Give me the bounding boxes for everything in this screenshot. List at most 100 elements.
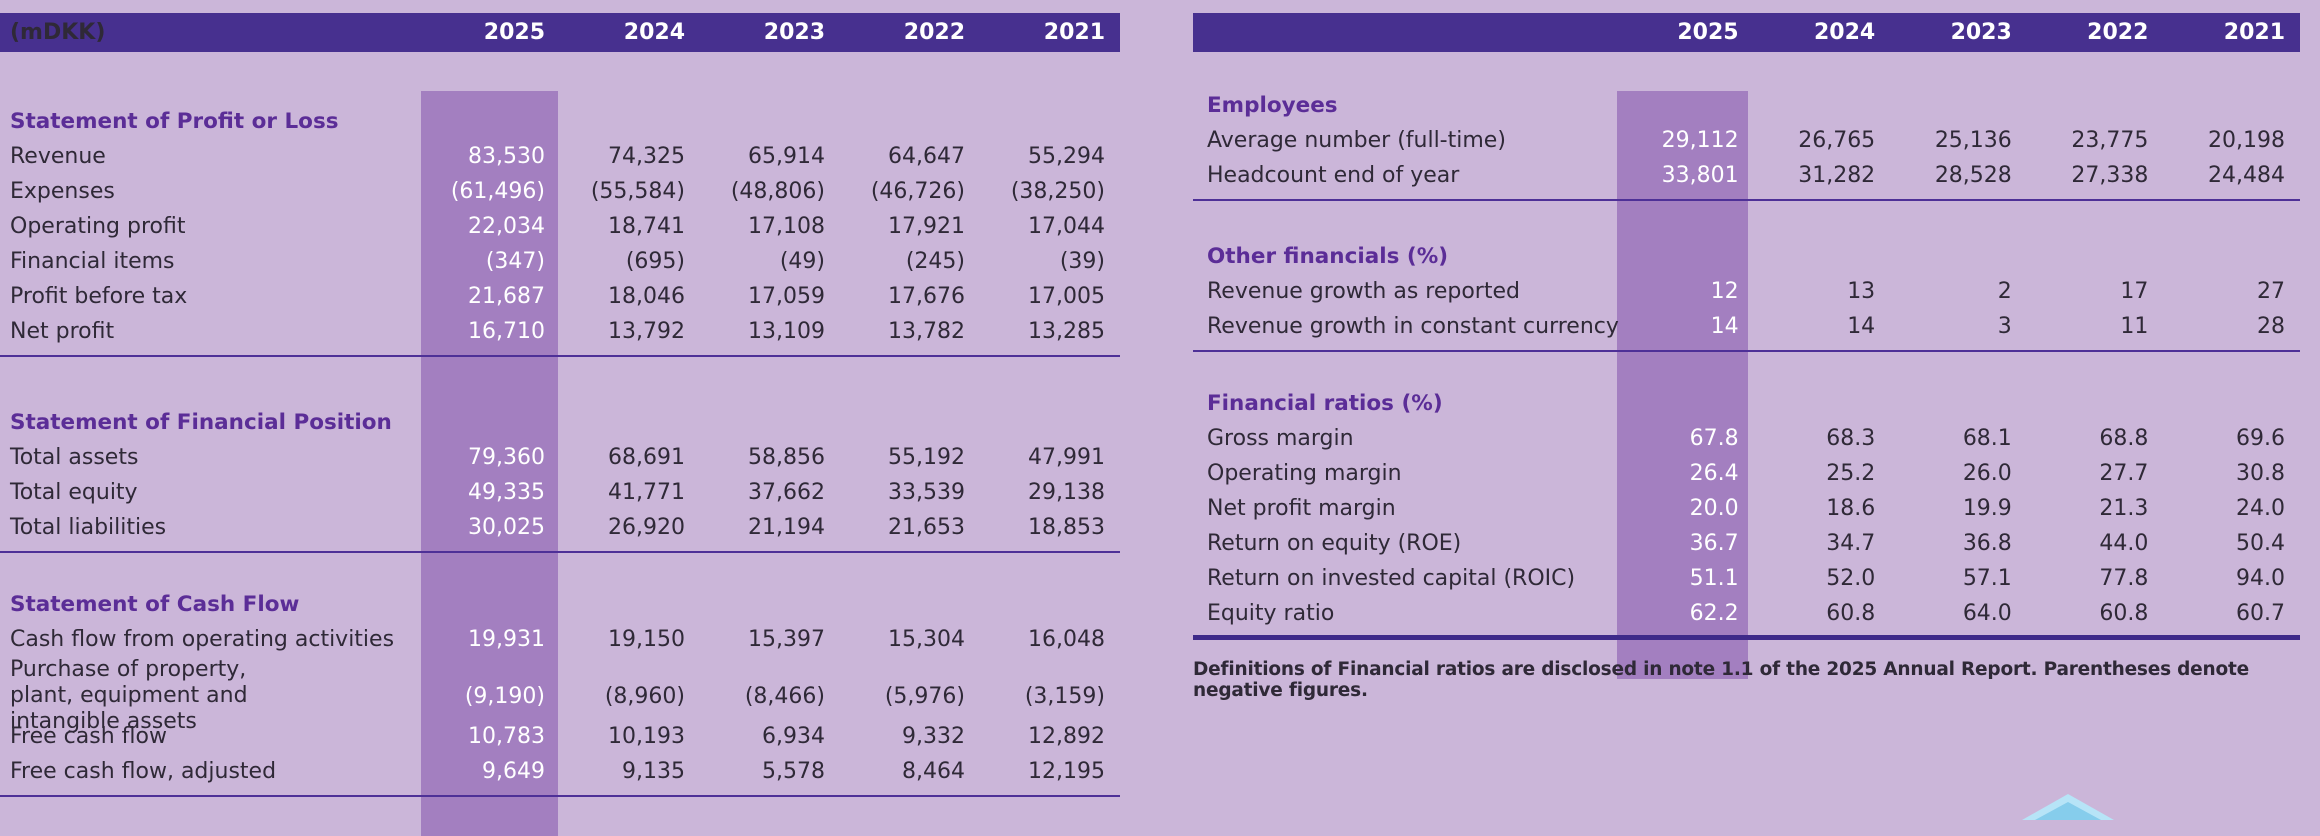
cell-2022: 27.7 — [2099, 461, 2149, 486]
row-label: Net profit margin — [1207, 496, 1396, 521]
cell-2025: 36.7 — [1689, 531, 1739, 556]
year-header-2023: 2023 — [1950, 20, 2012, 45]
cell-2021: 12,892 — [1028, 724, 1105, 749]
cell-2025: 22,034 — [468, 214, 545, 239]
table-row: Revenue 83,530 74,325 65,914 64,647 55,2… — [0, 139, 1120, 174]
cell-2024: 68.3 — [1826, 426, 1876, 451]
table-row: Gross margin 67.8 68.3 68.1 68.8 69.6 — [1193, 421, 2300, 456]
cell-2025: 10,783 — [468, 724, 545, 749]
cell-2025: 14 — [1710, 314, 1739, 339]
cell-2024: 52.0 — [1826, 566, 1876, 591]
cell-2024: 9,135 — [622, 759, 685, 784]
cell-2021: 60.7 — [2236, 601, 2285, 626]
left-table-body: Statement of Profit or Loss Revenue 83,5… — [0, 52, 1120, 836]
cell-2023: 37,662 — [748, 480, 825, 505]
cell-2025: 9,649 — [482, 759, 545, 784]
cell-2022: 60.8 — [2099, 601, 2149, 626]
section-heading-row: Statement of Financial Position — [0, 405, 1120, 440]
cell-2025: 67.8 — [1689, 426, 1739, 451]
cell-2023: 28,528 — [1934, 163, 2012, 188]
spacer — [1193, 52, 2300, 88]
cell-2021: 13,285 — [1028, 319, 1105, 344]
table-bottom-divider — [1193, 631, 2300, 647]
cell-2021: (39) — [1059, 249, 1105, 274]
cell-2021: 27 — [2257, 279, 2285, 304]
section-divider — [0, 789, 1120, 803]
row-label: Revenue growth in constant currency — [1207, 314, 1619, 339]
cell-2024: 13,792 — [608, 319, 685, 344]
cell-2023: 57.1 — [1962, 566, 2012, 591]
financial-overview-page: { "colors": { "page_background": "#cbb6d… — [0, 13, 2300, 836]
row-label: Equity ratio — [1207, 601, 1335, 626]
cell-2023: 2 — [1997, 279, 2012, 304]
cell-2022: 77.8 — [2099, 566, 2149, 591]
cell-2024: 25.2 — [1826, 461, 1876, 486]
table-row: Free cash flow 10,783 10,193 6,934 9,332… — [0, 719, 1120, 754]
row-label: Gross margin — [1207, 426, 1354, 451]
table-row: Average number (full-time) 29,112 26,765… — [1193, 123, 2300, 158]
cell-2021: 69.6 — [2236, 426, 2285, 451]
spacer — [1193, 358, 2300, 386]
cell-2021: 20,198 — [2208, 128, 2285, 153]
cell-2025: (61,496) — [450, 179, 545, 204]
cell-2022: 15,304 — [888, 627, 965, 652]
cell-2021: 94.0 — [2236, 566, 2285, 591]
cell-2024: 74,325 — [608, 144, 685, 169]
cell-2022: 68.8 — [2099, 426, 2149, 451]
cell-2023: 17,059 — [748, 284, 825, 309]
cell-2025: 16,710 — [468, 319, 545, 344]
cell-2022: 21,653 — [888, 515, 965, 540]
cell-2023: (8,466) — [744, 683, 825, 709]
cell-2024: 41,771 — [608, 480, 685, 505]
cell-2021: 55,294 — [1028, 144, 1105, 169]
cell-2024: 14 — [1847, 314, 1876, 339]
cell-2021: 24,484 — [2208, 163, 2285, 188]
gem-icon — [2022, 794, 2114, 820]
section-divider — [0, 349, 1120, 363]
cell-2024: 18.6 — [1826, 496, 1876, 521]
cell-2022: 55,192 — [888, 445, 965, 470]
table-row: Cash flow from operating activities 19,9… — [0, 622, 1120, 657]
table-row: Purchase of property, plant, equipment a… — [0, 657, 1120, 734]
footnote-text: Definitions of Financial ratios are disc… — [1193, 659, 2250, 701]
section-divider — [0, 545, 1120, 559]
cell-2023: 64.0 — [1962, 601, 2012, 626]
cell-2022: (5,976) — [884, 683, 965, 709]
cell-2021: 16,048 — [1028, 627, 1105, 652]
year-header-2021: 2021 — [1043, 20, 1105, 45]
cell-2022: (245) — [905, 249, 965, 274]
spacer — [0, 363, 1120, 405]
cell-2022: 17,921 — [888, 214, 965, 239]
financial-statements-table: (mDKK) 2025 2024 2023 2022 2021 Statemen… — [0, 13, 1120, 836]
row-label: Average number (full-time) — [1207, 128, 1506, 153]
cell-2024: 31,282 — [1798, 163, 1876, 188]
section-divider — [1193, 193, 2300, 207]
table-row: Total liabilities 30,025 26,920 21,194 2… — [0, 510, 1120, 545]
cell-2024: 34.7 — [1826, 531, 1876, 556]
table-row: Profit before tax 21,687 18,046 17,059 1… — [0, 279, 1120, 314]
cell-2025: (9,190) — [464, 683, 545, 709]
cell-2021: 30.8 — [2236, 461, 2285, 486]
cell-2023: 5,578 — [762, 759, 825, 784]
cell-2025: 12 — [1710, 279, 1739, 304]
cell-2025: 19,931 — [468, 627, 545, 652]
cell-2025: (347) — [485, 249, 545, 274]
table-row: Return on invested capital (ROIC) 51.1 5… — [1193, 561, 2300, 596]
cell-2023: 19.9 — [1962, 496, 2012, 521]
cell-2023: (48,806) — [730, 179, 825, 204]
section-heading-row: Other financials (%) — [1193, 239, 2300, 274]
row-label: Revenue growth as reported — [1207, 279, 1520, 304]
spacer — [1193, 207, 2300, 239]
table-row: Total equity 49,335 41,771 37,662 33,539… — [0, 475, 1120, 510]
section-heading-row: Statement of Profit or Loss — [0, 104, 1120, 139]
cell-2021: 47,991 — [1028, 445, 1105, 470]
table-row: Operating margin 26.4 25.2 26.0 27.7 30.… — [1193, 456, 2300, 491]
table-row: Operating profit 22,034 18,741 17,108 17… — [0, 209, 1120, 244]
row-label: Cash flow from operating activities — [10, 627, 395, 652]
section-heading-row: Employees — [1193, 88, 2300, 123]
cell-2023: 68.1 — [1962, 426, 2012, 451]
cell-2024: (8,960) — [604, 683, 685, 709]
cell-2021: 17,044 — [1028, 214, 1105, 239]
table-row: Return on equity (ROE) 36.7 34.7 36.8 44… — [1193, 526, 2300, 561]
cell-2021: 50.4 — [2236, 531, 2285, 556]
